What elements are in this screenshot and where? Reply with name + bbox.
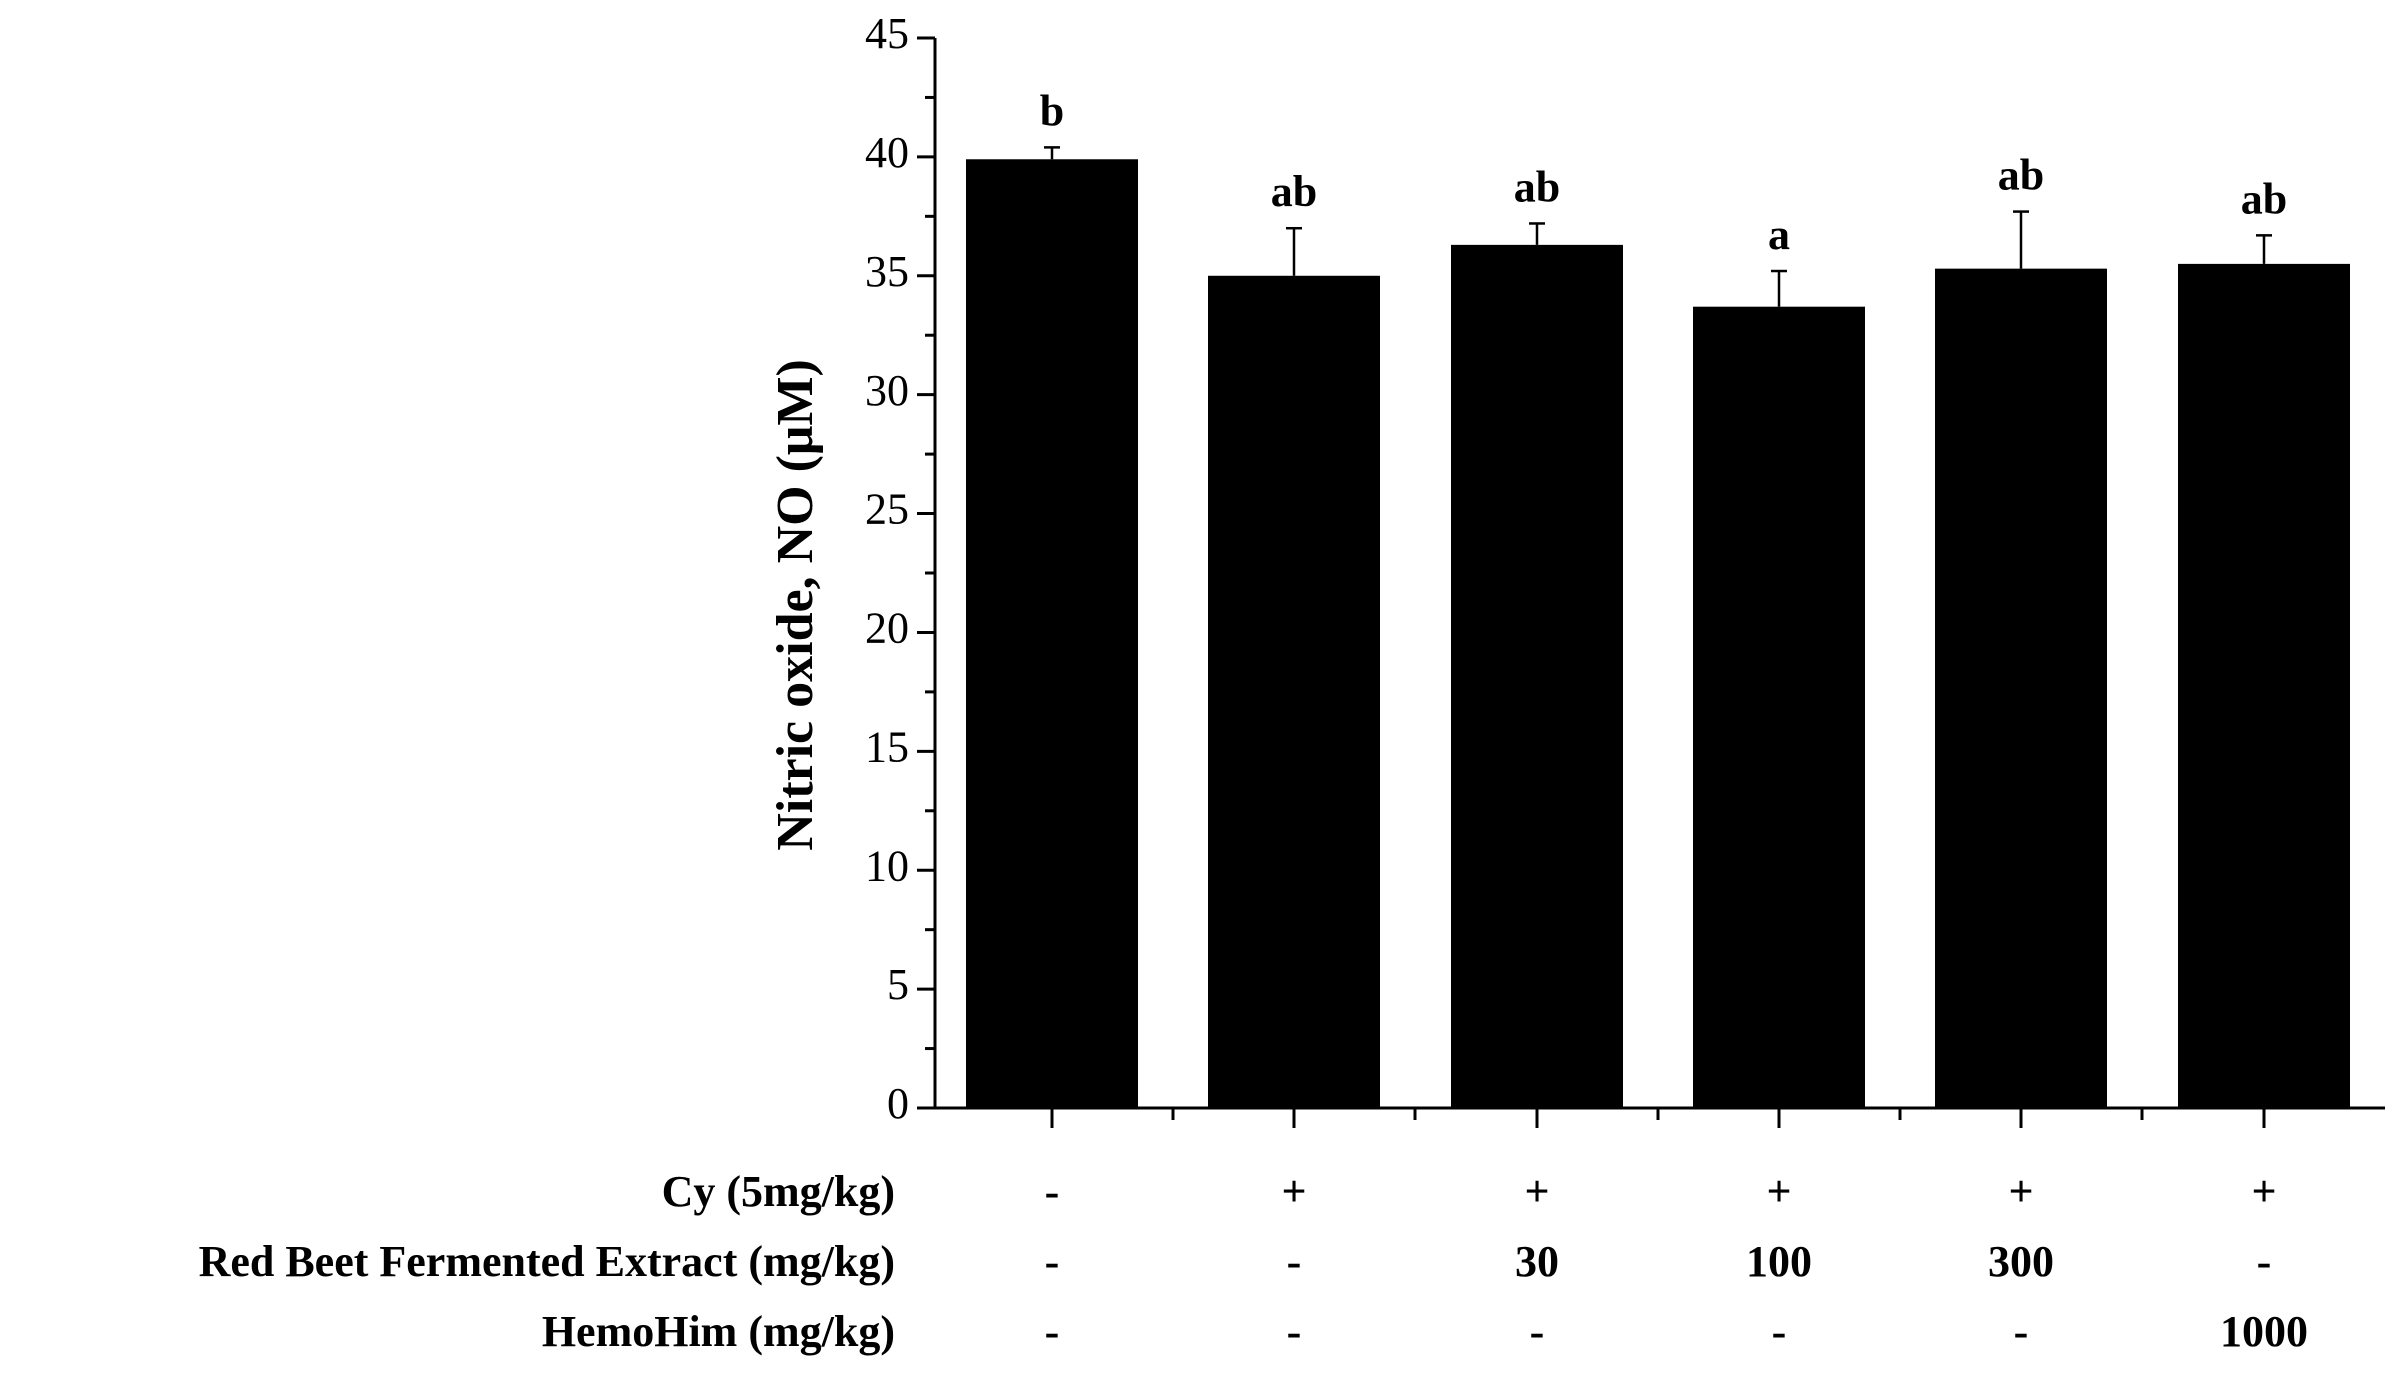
- treatment-cell: -: [1045, 1307, 1060, 1356]
- treatment-cell: +: [2008, 1167, 2033, 1216]
- treatment-cell: -: [1772, 1307, 1787, 1356]
- significance-label: ab: [2241, 174, 2287, 223]
- significance-label: a: [1768, 210, 1790, 259]
- treatment-row-label: HemoHim (mg/kg): [542, 1307, 895, 1356]
- treatment-table: Cy (5mg/kg) - + + + + + Red Beet Fermented Extr…: [199, 1167, 2308, 1356]
- y-tick-label: 20: [865, 604, 909, 653]
- treatment-cell: 300: [1988, 1237, 2054, 1286]
- treatment-cell: +: [2251, 1167, 2276, 1216]
- y-axis-label: Nitric oxide, NO (μM): [767, 359, 824, 851]
- bar: [966, 159, 1138, 1108]
- treatment-cell: -: [2257, 1237, 2272, 1286]
- axes: 0 5 10 15 20 25 30 35 40 45: [865, 9, 2385, 1128]
- treatment-cell: 30: [1515, 1237, 1559, 1286]
- treatment-cell: -: [1287, 1237, 1302, 1286]
- y-tick-label: 30: [865, 366, 909, 415]
- significance-label: ab: [1998, 151, 2044, 200]
- treatment-cell: -: [2014, 1307, 2029, 1356]
- bar: [1693, 306, 1865, 1108]
- treatment-row-label: Red Beet Fermented Extract (mg/kg): [199, 1237, 895, 1286]
- bars: [966, 146, 2350, 1109]
- treatment-cell: -: [1530, 1307, 1545, 1356]
- y-tick-label: 35: [865, 247, 909, 296]
- y-tick-label: 45: [865, 9, 909, 58]
- bar: [1935, 268, 2107, 1109]
- significance-label: ab: [1514, 162, 1560, 211]
- treatment-cell: +: [1524, 1167, 1549, 1216]
- treatment-row-label: Cy (5mg/kg): [662, 1167, 895, 1216]
- bar: [1208, 275, 1380, 1108]
- treatment-cell: -: [1287, 1307, 1302, 1356]
- bar: [1451, 244, 1623, 1108]
- significance-label: ab: [1271, 167, 1317, 216]
- treatment-cell: +: [1766, 1167, 1791, 1216]
- treatment-cell: -: [1045, 1237, 1060, 1286]
- treatment-cell: -: [1045, 1167, 1060, 1216]
- y-tick-label: 0: [887, 1079, 909, 1128]
- significance-label: b: [1040, 86, 1064, 135]
- treatment-cell: +: [1281, 1167, 1306, 1216]
- y-tick-label: 15: [865, 722, 909, 771]
- y-tick-label: 5: [887, 960, 909, 1009]
- treatment-cell: 1000: [2220, 1307, 2308, 1356]
- treatment-cell: 100: [1746, 1237, 1812, 1286]
- labels: b ab ab a ab ab: [1040, 86, 2287, 259]
- y-tick-label: 40: [865, 128, 909, 177]
- y-tick-label: 10: [865, 841, 909, 890]
- y-tick-label: 25: [865, 485, 909, 534]
- bar: [2178, 263, 2350, 1108]
